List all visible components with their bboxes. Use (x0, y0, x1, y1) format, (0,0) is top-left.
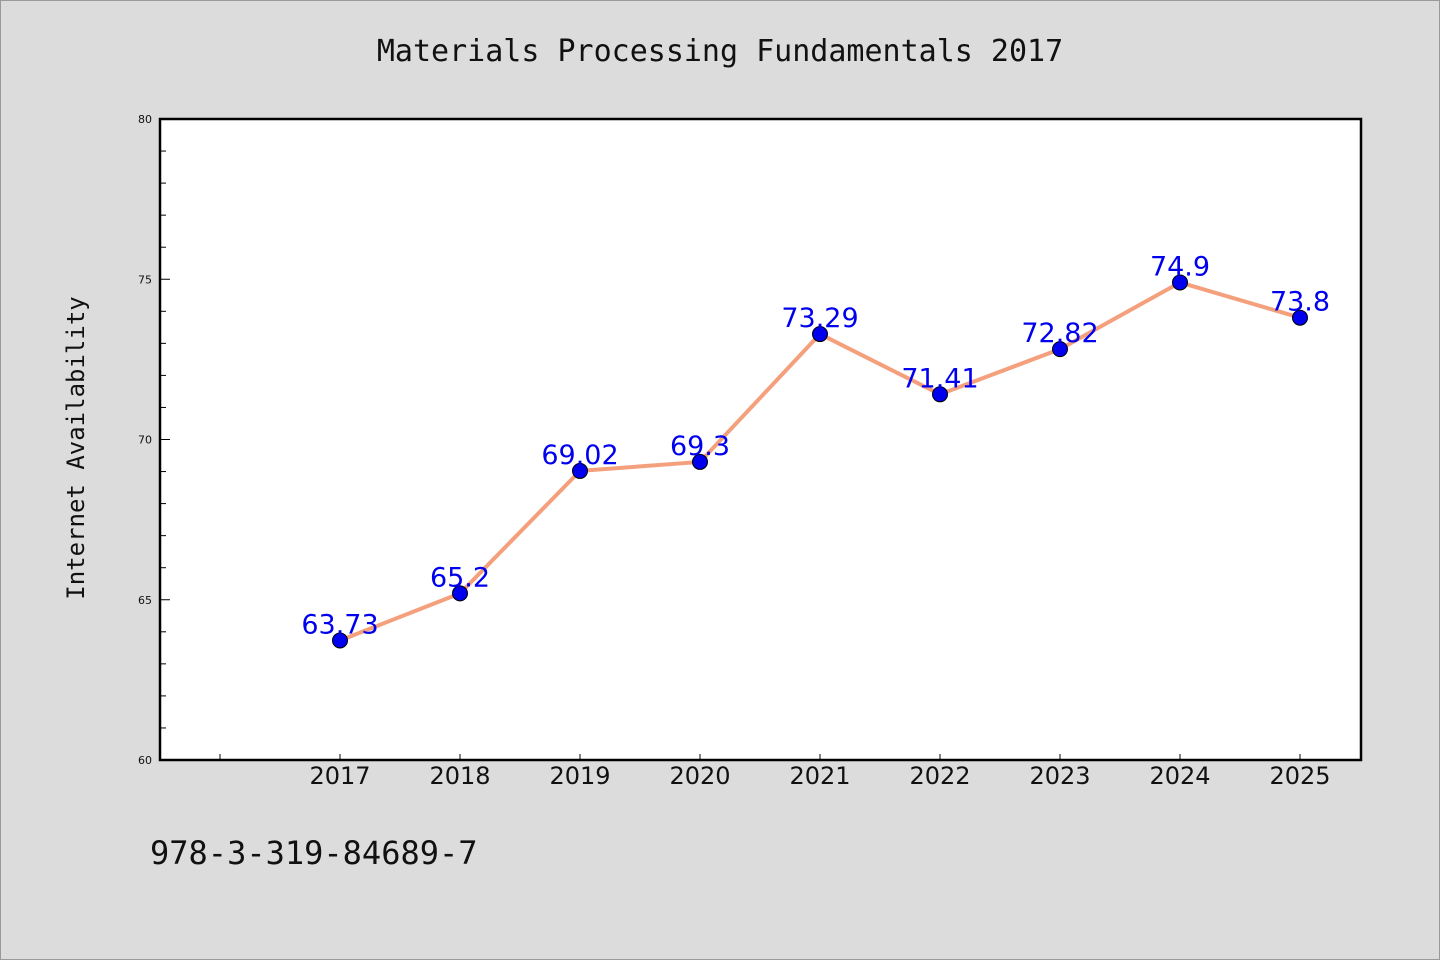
chart-title: Materials Processing Fundamentals 2017 (376, 34, 1064, 69)
y-tick-label: 70 (138, 434, 152, 447)
isbn-code: 978-3-319-84689-7 (150, 834, 478, 872)
y-tick-label: 60 (138, 754, 152, 767)
y-tick-label: 65 (138, 594, 152, 607)
x-tick-label: 2022 (909, 762, 970, 790)
data-point (1292, 309, 1308, 326)
data-point (932, 386, 948, 403)
x-tick-label: 2018 (429, 762, 490, 790)
x-tick-label: 2017 (309, 762, 370, 790)
data-point (812, 326, 828, 343)
data-point (452, 585, 468, 602)
data-label: 65.2 (430, 562, 490, 593)
data-point (1052, 341, 1068, 358)
data-label: 71.41 (901, 363, 978, 394)
data-point (332, 632, 348, 649)
x-tick-label: 2019 (549, 762, 610, 790)
data-label: 72.82 (1021, 318, 1098, 349)
x-tick-label: 2021 (789, 762, 850, 790)
data-label: 69.3 (670, 431, 730, 462)
data-label: 69.02 (541, 440, 618, 471)
plot-area (158, 117, 1363, 762)
data-label: 63.73 (301, 609, 378, 640)
x-tick-label: 2023 (1029, 762, 1090, 790)
data-point (692, 453, 708, 470)
x-tick-label: 2025 (1269, 762, 1330, 790)
data-point (1172, 274, 1188, 291)
data-label: 73.8 (1270, 287, 1330, 318)
x-tick-label: 2020 (669, 762, 730, 790)
data-label: 73.29 (781, 303, 858, 334)
data-point (572, 462, 588, 479)
y-tick-label: 75 (138, 273, 152, 286)
data-label: 74.9 (1150, 251, 1210, 282)
x-tick-label: 2024 (1149, 762, 1210, 790)
y-tick-label: 80 (138, 113, 152, 126)
